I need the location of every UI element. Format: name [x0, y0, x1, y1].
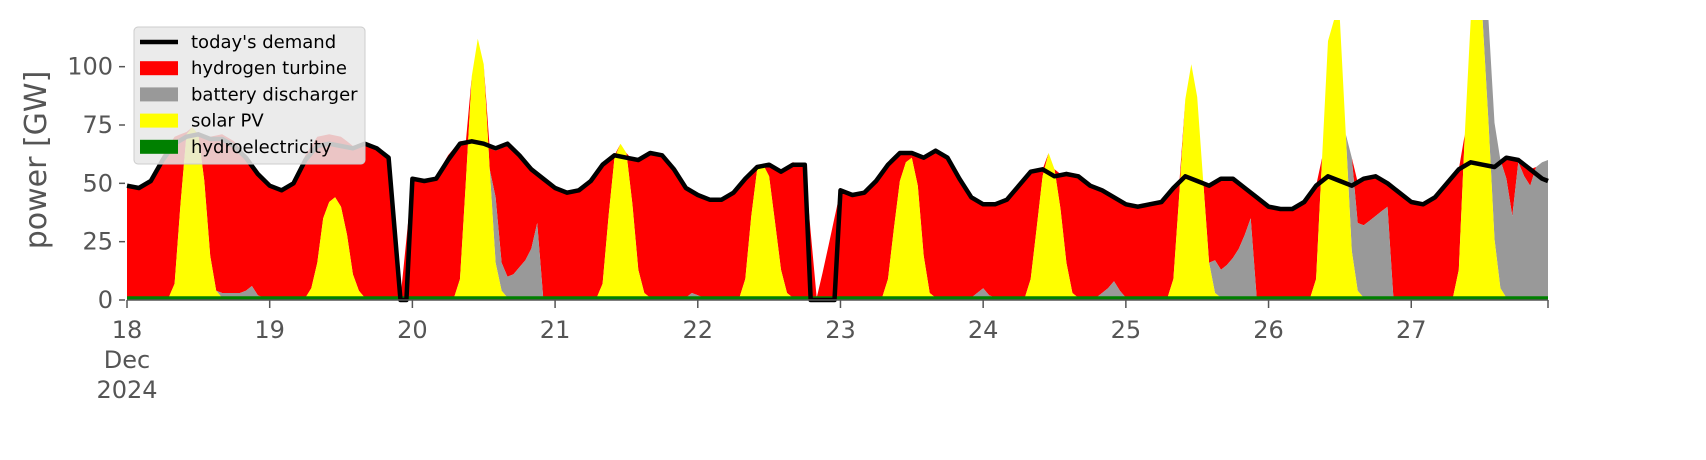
legend: today's demand hydrogen turbine battery di…	[133, 26, 366, 165]
area-solar-pv	[127, 20, 1548, 298]
legend-swatch-solar-pv	[140, 113, 178, 128]
x-tick-label: 24	[968, 316, 999, 344]
legend-swatch-battery-discharger	[140, 87, 178, 102]
x-tick-label: 26	[1253, 316, 1284, 344]
axes: 0 25 50 75 100 18 Dec 2024 19 20 21 22 23 24 25 26 27	[67, 53, 1549, 404]
legend-box	[133, 26, 366, 165]
y-tick-label: 75	[82, 111, 113, 139]
y-tick-label: 50	[82, 169, 113, 197]
legend-swatch-hydroelectricity	[140, 139, 178, 154]
x-tick-label: 25	[1111, 316, 1142, 344]
y-tick-label: 0	[98, 286, 113, 314]
demand-line-group	[126, 132, 1549, 303]
y-tick-label: 100	[67, 53, 113, 81]
x-tick-label: 27	[1396, 316, 1427, 344]
legend-label-today-s-demand: today's demand	[191, 32, 336, 53]
legend-label-hydroelectricity: hydroelectricity	[191, 137, 332, 158]
x-tick-label: 21	[540, 316, 571, 344]
legend-label-battery-discharger: battery discharger	[191, 84, 358, 105]
legend-label-solar-pv: solar PV	[191, 111, 264, 132]
legend-label-hydrogen-turbine: hydrogen turbine	[191, 58, 347, 79]
x-tick-label: 18 Dec 2024	[96, 316, 157, 404]
legend-swatch-hydrogen-turbine	[140, 61, 178, 76]
x-tick-label: 23	[825, 316, 856, 344]
line-todays-demand	[126, 132, 1549, 303]
y-tick-label: 25	[82, 228, 113, 256]
x-tick-label: 20	[397, 316, 428, 344]
y-axis-label: power [GW]	[19, 71, 54, 250]
x-tick-label: 22	[683, 316, 714, 344]
x-tick-label: 19	[254, 316, 285, 344]
